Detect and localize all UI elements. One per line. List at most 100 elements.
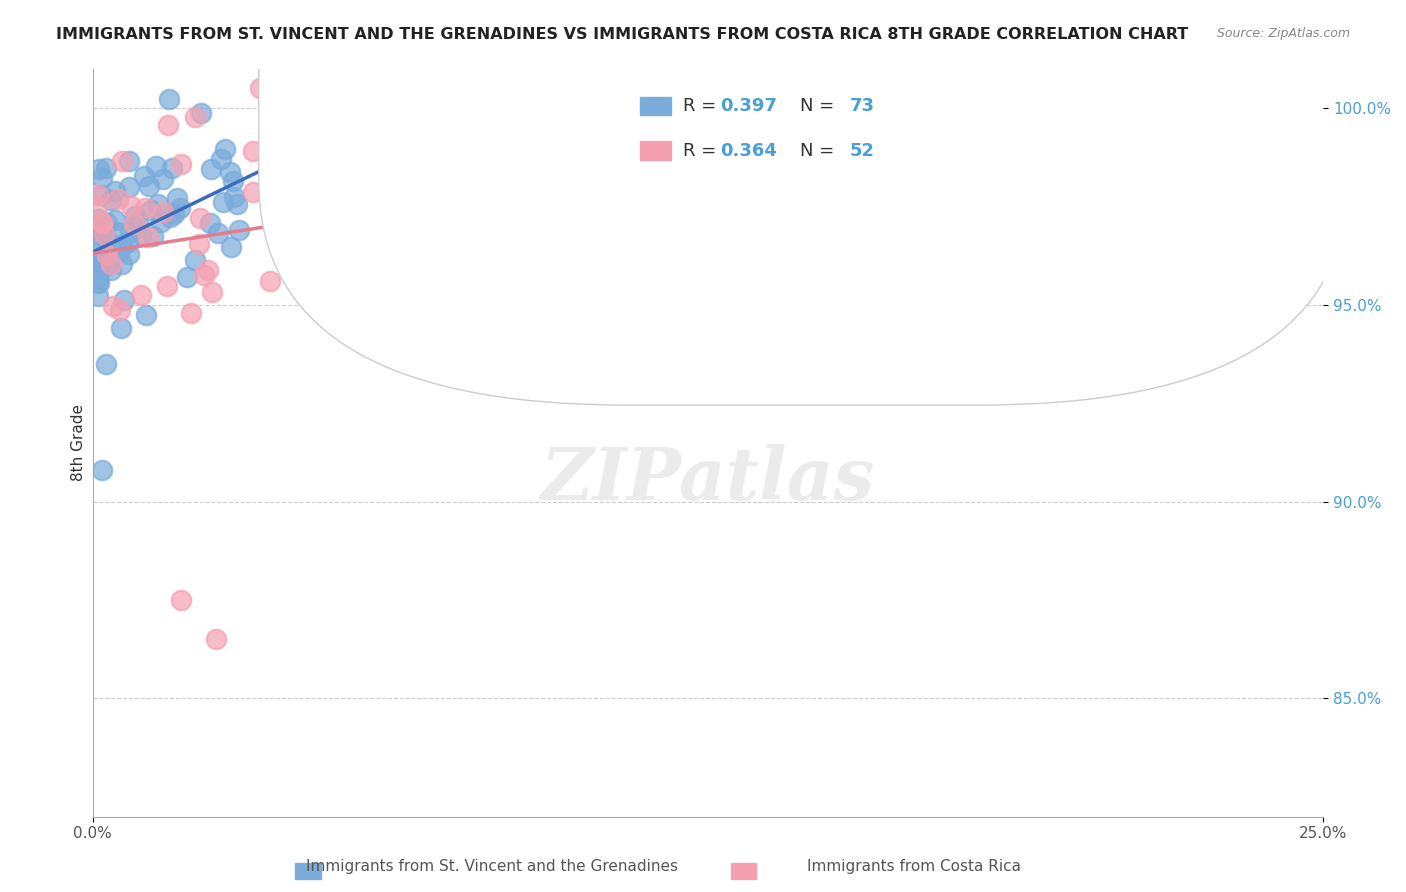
Point xyxy=(96,247,118,261)
Point xyxy=(93,227,115,242)
Point xyxy=(169,201,191,215)
Point xyxy=(90,239,112,253)
Text: ZIPatlas: ZIPatlas xyxy=(541,444,875,516)
Point xyxy=(107,192,129,206)
Text: R =: R = xyxy=(683,97,723,115)
Point xyxy=(1115,211,1137,226)
Point xyxy=(89,276,111,290)
Point xyxy=(353,229,375,244)
Point xyxy=(190,106,212,120)
Text: Immigrants from St. Vincent and the Grenadines: Immigrants from St. Vincent and the Gren… xyxy=(307,859,678,874)
Text: 0.397: 0.397 xyxy=(720,97,778,115)
Text: IMMIGRANTS FROM ST. VINCENT AND THE GRENADINES VS IMMIGRANTS FROM COSTA RICA 8TH: IMMIGRANTS FROM ST. VINCENT AND THE GREN… xyxy=(56,27,1188,42)
Point xyxy=(104,184,127,198)
Point xyxy=(150,215,173,229)
Point xyxy=(219,164,242,178)
Point xyxy=(668,93,690,107)
Point xyxy=(96,216,118,230)
Point xyxy=(100,263,122,277)
Point xyxy=(305,206,328,220)
Point xyxy=(160,161,183,175)
Point xyxy=(96,258,118,272)
Point xyxy=(104,212,127,227)
Point xyxy=(588,103,610,118)
Y-axis label: 8th Grade: 8th Grade xyxy=(72,404,86,481)
Point xyxy=(139,203,162,218)
Point xyxy=(118,226,141,240)
Point xyxy=(336,136,359,151)
Point xyxy=(100,256,122,270)
Point xyxy=(221,174,243,188)
Point xyxy=(89,260,111,275)
Point xyxy=(249,81,271,95)
Point xyxy=(122,217,145,231)
Point xyxy=(117,180,139,194)
Text: 0.364: 0.364 xyxy=(720,142,778,160)
Point xyxy=(157,92,180,106)
Point xyxy=(183,110,205,124)
Point xyxy=(96,357,118,371)
Point xyxy=(108,244,131,258)
Point xyxy=(86,275,108,289)
Point xyxy=(197,263,219,277)
Point xyxy=(242,145,264,159)
Point xyxy=(134,169,156,184)
Point xyxy=(86,188,108,202)
Point xyxy=(87,162,110,177)
Point xyxy=(207,227,229,241)
Point xyxy=(89,251,111,265)
Point xyxy=(86,255,108,269)
Point xyxy=(214,142,236,156)
Point xyxy=(224,189,246,203)
Point xyxy=(91,216,114,230)
Point xyxy=(226,197,249,211)
Point xyxy=(96,161,118,175)
Point xyxy=(129,287,152,301)
Point xyxy=(152,172,174,186)
Point xyxy=(166,191,188,205)
Point xyxy=(90,231,112,245)
Point xyxy=(749,138,772,153)
Point xyxy=(134,201,156,215)
Point xyxy=(138,178,160,193)
Point xyxy=(204,632,226,647)
Point xyxy=(100,193,122,207)
Point xyxy=(86,219,108,234)
Text: 52: 52 xyxy=(849,142,875,160)
Point xyxy=(219,240,242,254)
Point xyxy=(159,210,181,224)
Point xyxy=(567,102,589,116)
Point xyxy=(188,211,211,225)
Point xyxy=(288,196,311,211)
Text: N =: N = xyxy=(800,142,841,160)
Point xyxy=(142,228,165,243)
Point xyxy=(180,306,202,320)
Point xyxy=(371,227,394,241)
Point xyxy=(91,463,114,477)
Point xyxy=(170,593,193,607)
Point xyxy=(91,170,114,185)
Point xyxy=(193,268,215,283)
Point xyxy=(145,160,167,174)
Point xyxy=(127,216,149,230)
Point xyxy=(364,183,387,197)
Text: Immigrants from Costa Rica: Immigrants from Costa Rica xyxy=(807,859,1021,874)
Point xyxy=(96,233,118,247)
Point xyxy=(742,81,765,95)
Point xyxy=(228,223,250,237)
Point xyxy=(90,188,112,202)
Point xyxy=(86,212,108,227)
Point xyxy=(184,252,207,267)
Text: 73: 73 xyxy=(849,97,875,115)
Point xyxy=(110,238,132,252)
Point xyxy=(87,269,110,284)
Text: N =: N = xyxy=(800,97,841,115)
Point xyxy=(209,152,232,166)
Point xyxy=(169,157,191,171)
Point xyxy=(259,274,281,288)
Point xyxy=(117,235,139,249)
Point xyxy=(242,186,264,200)
Point xyxy=(110,321,132,335)
Point xyxy=(129,228,152,243)
Point xyxy=(146,197,169,211)
